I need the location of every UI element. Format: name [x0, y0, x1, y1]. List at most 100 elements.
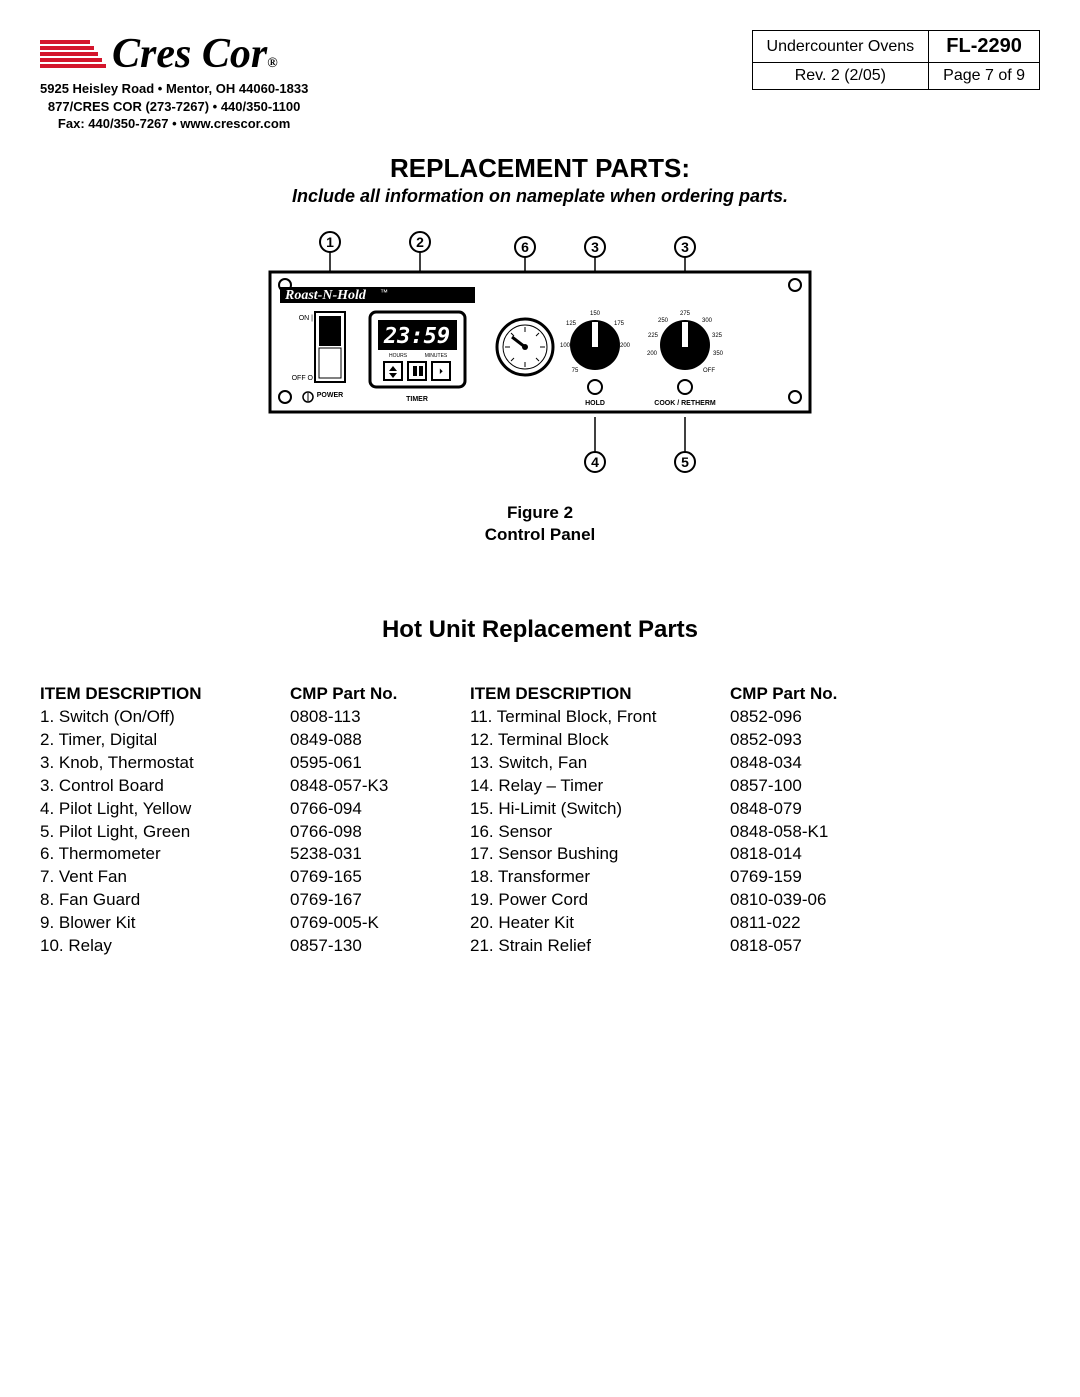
svg-text:OFF O: OFF O [292, 375, 314, 382]
model-number: FL-2290 [929, 31, 1040, 63]
part-number: 0852-093 [730, 729, 870, 752]
part-description: 3. Knob, Thermostat [40, 752, 260, 775]
part-description: 5. Pilot Light, Green [40, 821, 260, 844]
thermometer-gauge [497, 319, 553, 375]
svg-text:250: 250 [658, 318, 669, 324]
part-description: 17. Sensor Bushing [470, 843, 700, 866]
svg-text:300: 300 [702, 318, 713, 324]
svg-text:3: 3 [591, 239, 599, 255]
part-number: 0818-014 [730, 843, 870, 866]
part-description: 21. Strain Relief [470, 935, 700, 958]
part-number: 0766-094 [290, 798, 430, 821]
page-header: Cres Cor® 5925 Heisley Road • Mentor, OH… [40, 30, 1040, 133]
part-description: 1. Switch (On/Off) [40, 706, 260, 729]
part-number: 0766-098 [290, 821, 430, 844]
svg-text:100: 100 [560, 343, 571, 349]
part-description: 10. Relay [40, 935, 260, 958]
address-line: 877/CRES COR (273-7267) • 440/350-1100 [40, 98, 308, 116]
address-line: Fax: 440/350-7267 • www.crescor.com [40, 115, 308, 133]
part-description: 6. Thermometer [40, 843, 260, 866]
svg-text:HOURS: HOURS [389, 353, 408, 359]
part-description: 7. Vent Fan [40, 866, 260, 889]
part-description: 18. Transformer [470, 866, 700, 889]
page-number: Page 7 of 9 [929, 63, 1040, 90]
svg-text:™: ™ [380, 288, 388, 297]
column-header-part: CMP Part No. [730, 684, 870, 704]
part-number: 0848-034 [730, 752, 870, 775]
address-line: 5925 Heisley Road • Mentor, OH 44060-183… [40, 80, 308, 98]
part-description: 9. Blower Kit [40, 912, 260, 935]
svg-text:23:59: 23:59 [383, 324, 450, 349]
part-description: 14. Relay – Timer [470, 775, 700, 798]
section-subtitle: Include all information on nameplate whe… [40, 186, 1040, 207]
part-description: 16. Sensor [470, 821, 700, 844]
column-header-desc: ITEM DESCRIPTION [40, 684, 260, 704]
part-description: 13. Switch, Fan [470, 752, 700, 775]
svg-text:MINUTES: MINUTES [425, 353, 448, 359]
svg-text:POWER: POWER [317, 392, 343, 399]
part-description: 8. Fan Guard [40, 889, 260, 912]
part-number: 0810-039-06 [730, 889, 870, 912]
column-header-part: CMP Part No. [290, 684, 430, 704]
parts-list: ITEM DESCRIPTION 1. Switch (On/Off)2. Ti… [40, 684, 1040, 958]
logo-block: Cres Cor® 5925 Heisley Road • Mentor, OH… [40, 30, 308, 133]
part-number: 0769-165 [290, 866, 430, 889]
part-description: 4. Pilot Light, Yellow [40, 798, 260, 821]
svg-text:275: 275 [680, 311, 691, 317]
svg-text:175: 175 [614, 321, 625, 327]
control-panel-diagram: 1 2 6 3 3 Roast-N-Hold ™ ON | OFF O POWE… [260, 227, 820, 487]
part-number: 0848-057-K3 [290, 775, 430, 798]
svg-text:ON |: ON | [299, 315, 313, 322]
part-number: 0848-058-K1 [730, 821, 870, 844]
svg-text:3: 3 [681, 239, 689, 255]
section-title: REPLACEMENT PARTS: [40, 153, 1040, 184]
callout-5: 5 [675, 417, 695, 472]
part-description: 12. Terminal Block [470, 729, 700, 752]
part-number: 0808-113 [290, 706, 430, 729]
svg-text:350: 350 [713, 351, 724, 357]
part-number: 0769-159 [730, 866, 870, 889]
svg-text:200: 200 [647, 351, 658, 357]
part-number: 0818-057 [730, 935, 870, 958]
part-description: 15. Hi-Limit (Switch) [470, 798, 700, 821]
part-description: 2. Timer, Digital [40, 729, 260, 752]
svg-text:125: 125 [566, 321, 577, 327]
svg-text:5: 5 [681, 454, 689, 470]
svg-text:TIMER: TIMER [406, 396, 428, 403]
part-number: 5238-031 [290, 843, 430, 866]
parts-column-left: ITEM DESCRIPTION 1. Switch (On/Off)2. Ti… [40, 684, 430, 958]
svg-text:4: 4 [591, 454, 599, 470]
column-header-desc: ITEM DESCRIPTION [470, 684, 700, 704]
svg-text:2: 2 [416, 234, 424, 250]
revision: Rev. 2 (2/05) [752, 63, 929, 90]
part-number: 0811-022 [730, 912, 870, 935]
registered-icon: ® [267, 56, 277, 71]
svg-text:COOK / RETHERM: COOK / RETHERM [654, 400, 716, 407]
company-address: 5925 Heisley Road • Mentor, OH 44060-183… [40, 80, 308, 133]
svg-text:HOLD: HOLD [585, 400, 605, 407]
svg-text:6: 6 [521, 239, 529, 255]
part-number: 0769-005-K [290, 912, 430, 935]
svg-text:⏵: ⏵ [439, 367, 443, 376]
subsection-title: Hot Unit Replacement Parts [40, 616, 1040, 644]
company-name: Cres Cor® [112, 30, 278, 78]
part-number: 0852-096 [730, 706, 870, 729]
part-description: 20. Heater Kit [470, 912, 700, 935]
part-number: 0769-167 [290, 889, 430, 912]
part-description: 11. Terminal Block, Front [470, 706, 700, 729]
figure-caption: Figure 2 Control Panel [40, 502, 1040, 546]
svg-text:200: 200 [620, 343, 631, 349]
parts-column-right: ITEM DESCRIPTION 11. Terminal Block, Fro… [470, 684, 870, 958]
svg-text:1: 1 [326, 234, 334, 250]
callout-4: 4 [585, 417, 605, 472]
svg-text:OFF: OFF [703, 368, 715, 374]
part-number: 0848-079 [730, 798, 870, 821]
document-info-box: Undercounter Ovens FL-2290 Rev. 2 (2/05)… [752, 30, 1040, 90]
svg-text:325: 325 [712, 333, 723, 339]
svg-text:225: 225 [648, 333, 659, 339]
svg-text:Roast-N-Hold: Roast-N-Hold [284, 288, 367, 303]
part-number: 0595-061 [290, 752, 430, 775]
part-description: 3. Control Board [40, 775, 260, 798]
svg-text:150: 150 [590, 311, 601, 317]
logo-bars-icon [40, 40, 106, 68]
